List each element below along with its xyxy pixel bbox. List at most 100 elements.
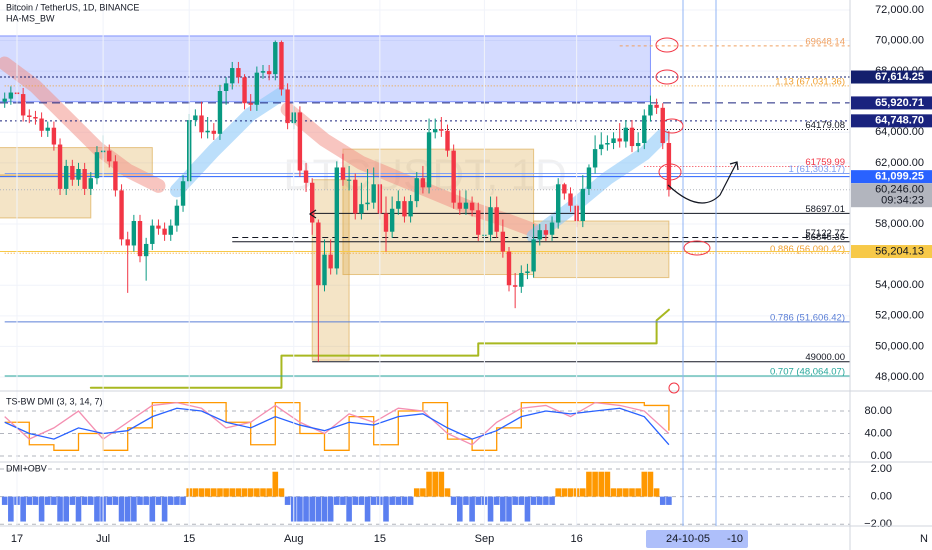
histogram-bar	[81, 496, 88, 505]
histogram-bar	[641, 471, 648, 497]
histogram-bar	[309, 496, 315, 522]
candle-body	[506, 251, 512, 286]
histogram-bar	[303, 496, 309, 522]
x-tick-label: N	[920, 533, 928, 545]
histogram-bar	[659, 496, 666, 505]
histogram-bar	[327, 496, 334, 522]
candle-body	[433, 129, 438, 133]
candle-body	[654, 104, 659, 108]
candle-body	[125, 239, 130, 246]
histogram-bar	[647, 471, 654, 497]
histogram-bar	[174, 496, 180, 505]
candle-body	[119, 190, 124, 240]
candle-body	[346, 179, 352, 181]
histogram-bar	[493, 496, 500, 505]
candle-body	[537, 230, 542, 240]
histogram-bar	[69, 496, 76, 505]
level-label: 64179.08	[805, 120, 845, 131]
y-tick-label: 64,000.00	[875, 126, 924, 138]
histogram-bar	[629, 488, 635, 497]
price-box	[851, 96, 932, 110]
histogram-bar	[364, 496, 371, 522]
histogram-bar	[666, 496, 672, 505]
histogram-bar	[254, 488, 260, 497]
candle-body	[592, 149, 598, 168]
histogram-bar	[20, 496, 26, 522]
level-label: 61759.99	[805, 157, 845, 168]
price-box-label: 56,204.13	[875, 245, 924, 257]
candle-body	[303, 170, 309, 183]
histogram-bar	[463, 496, 469, 505]
histogram-bar	[57, 496, 63, 522]
candle-body	[174, 205, 180, 226]
histogram-bar	[457, 496, 463, 522]
marker-circle	[655, 37, 679, 53]
candle-body	[131, 221, 137, 246]
projection-arrow	[667, 161, 738, 204]
histogram-bar	[518, 496, 525, 505]
marker-circle	[668, 382, 680, 394]
zone	[0, 35, 651, 103]
histogram-bar	[284, 496, 291, 505]
level-label: 58697.01	[805, 204, 845, 215]
candle-body	[57, 144, 63, 189]
candle-body	[642, 115, 647, 143]
price-box	[851, 245, 932, 259]
candle-body	[310, 182, 315, 223]
candle-body	[279, 42, 284, 90]
candle-body	[568, 193, 573, 206]
pane-title: TS-BW DMI (3, 3, 14, 7)	[6, 396, 103, 406]
y-tick-label: 62,000.00	[875, 157, 924, 169]
histogram-bar	[321, 496, 328, 522]
price-box-label: 65,920.71	[875, 97, 924, 109]
dmi-pane	[0, 401, 850, 457]
candle-body	[439, 129, 444, 131]
histogram-bar	[475, 496, 482, 505]
histogram-bar	[143, 496, 149, 505]
candle-body	[623, 127, 629, 142]
histogram-bar	[88, 496, 94, 505]
marker-circle	[658, 163, 682, 181]
candle-body	[76, 169, 81, 180]
candle-body	[476, 210, 481, 235]
histogram-bar	[604, 471, 611, 497]
candle-body	[254, 72, 260, 105]
x-tick-label: 17	[11, 533, 23, 545]
candle-body	[365, 202, 370, 205]
candle-body	[2, 98, 7, 102]
candle-body	[316, 222, 321, 286]
y-tick-label: 70,000.00	[875, 34, 924, 46]
level-label: 57122.77	[805, 228, 845, 239]
histogram-bar	[124, 496, 131, 522]
candle-body	[88, 178, 93, 189]
histogram-bar	[211, 488, 217, 497]
candle-body	[660, 107, 665, 143]
cursor-date: 24-10-05	[666, 533, 710, 545]
histogram-bar	[149, 496, 156, 522]
candle-body	[205, 130, 210, 133]
level-label: 0.707 (48,064.07)	[770, 367, 845, 378]
histogram-bar	[297, 496, 303, 522]
cursor-date-box	[646, 530, 748, 548]
histogram-bar	[272, 471, 279, 497]
candle-body	[359, 204, 364, 214]
histogram-bar	[610, 488, 617, 497]
candle-body	[33, 117, 38, 119]
price-box-label: 67,614.25	[875, 71, 924, 83]
level-label: 69648.14	[805, 36, 845, 47]
y-tick-label: 52,000.00	[875, 310, 924, 322]
level-label: 0.886 (56,090.42)	[770, 244, 845, 255]
candle-body	[8, 92, 14, 99]
price-box-label: 60,246.00	[875, 184, 924, 196]
histogram-bar	[8, 496, 14, 522]
candle-body	[223, 83, 229, 91]
histogram-bar	[555, 488, 561, 497]
histogram-bar	[420, 488, 426, 497]
histogram-bar	[487, 496, 494, 522]
candle-body	[580, 188, 585, 221]
candle-body	[260, 71, 266, 73]
x-tick-label: 15	[183, 533, 195, 545]
histogram-bar	[51, 496, 57, 505]
price-box-label: 61,099.25	[875, 171, 924, 183]
marker-circle	[683, 240, 711, 256]
